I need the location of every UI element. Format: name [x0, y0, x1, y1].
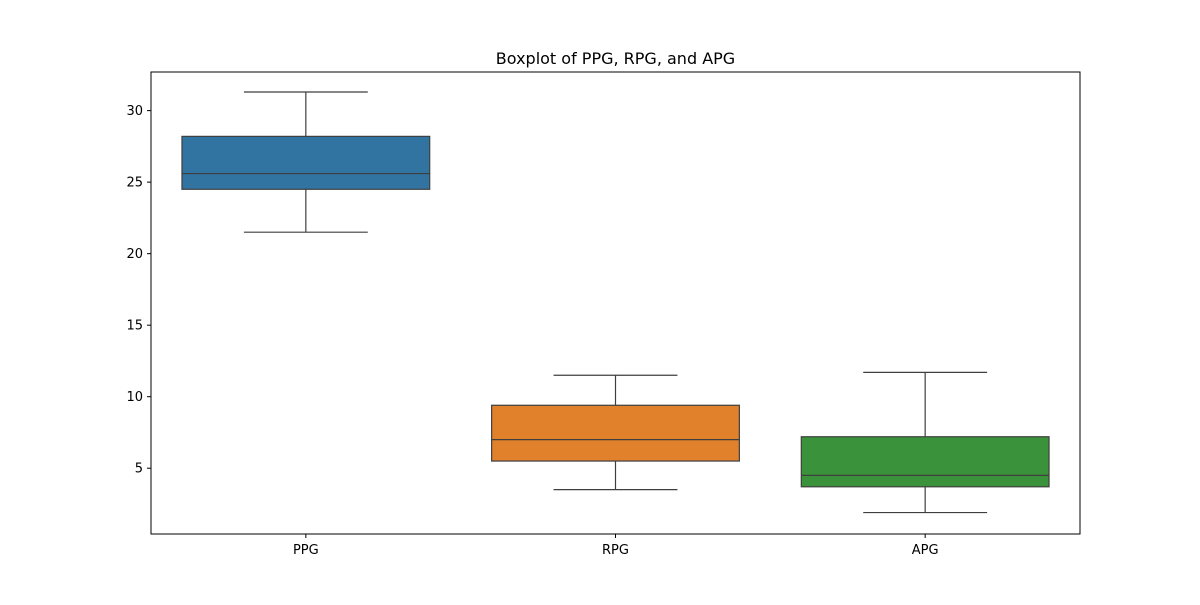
- y-tick-label: 30: [126, 104, 143, 119]
- y-tick-label: 10: [126, 390, 143, 405]
- y-tick-label: 5: [135, 462, 143, 477]
- x-tick-label-apg: APG: [912, 543, 939, 558]
- x-tick-label-ppg: PPG: [293, 543, 319, 558]
- plot-area: 5 10 15 20 25 30 PPG RPG APG: [126, 91, 1050, 558]
- box-rpg: [491, 404, 740, 462]
- plot-frame: [150, 71, 1081, 535]
- y-tick-label: 20: [126, 247, 143, 262]
- box-apg: [800, 436, 1050, 488]
- y-tick-label: 25: [126, 176, 143, 191]
- x-tick-label-rpg: RPG: [602, 543, 629, 558]
- chart-title: Boxplot of PPG, RPG, and APG: [496, 49, 735, 68]
- box-ppg: [181, 135, 431, 190]
- y-tick-label: 15: [126, 319, 143, 334]
